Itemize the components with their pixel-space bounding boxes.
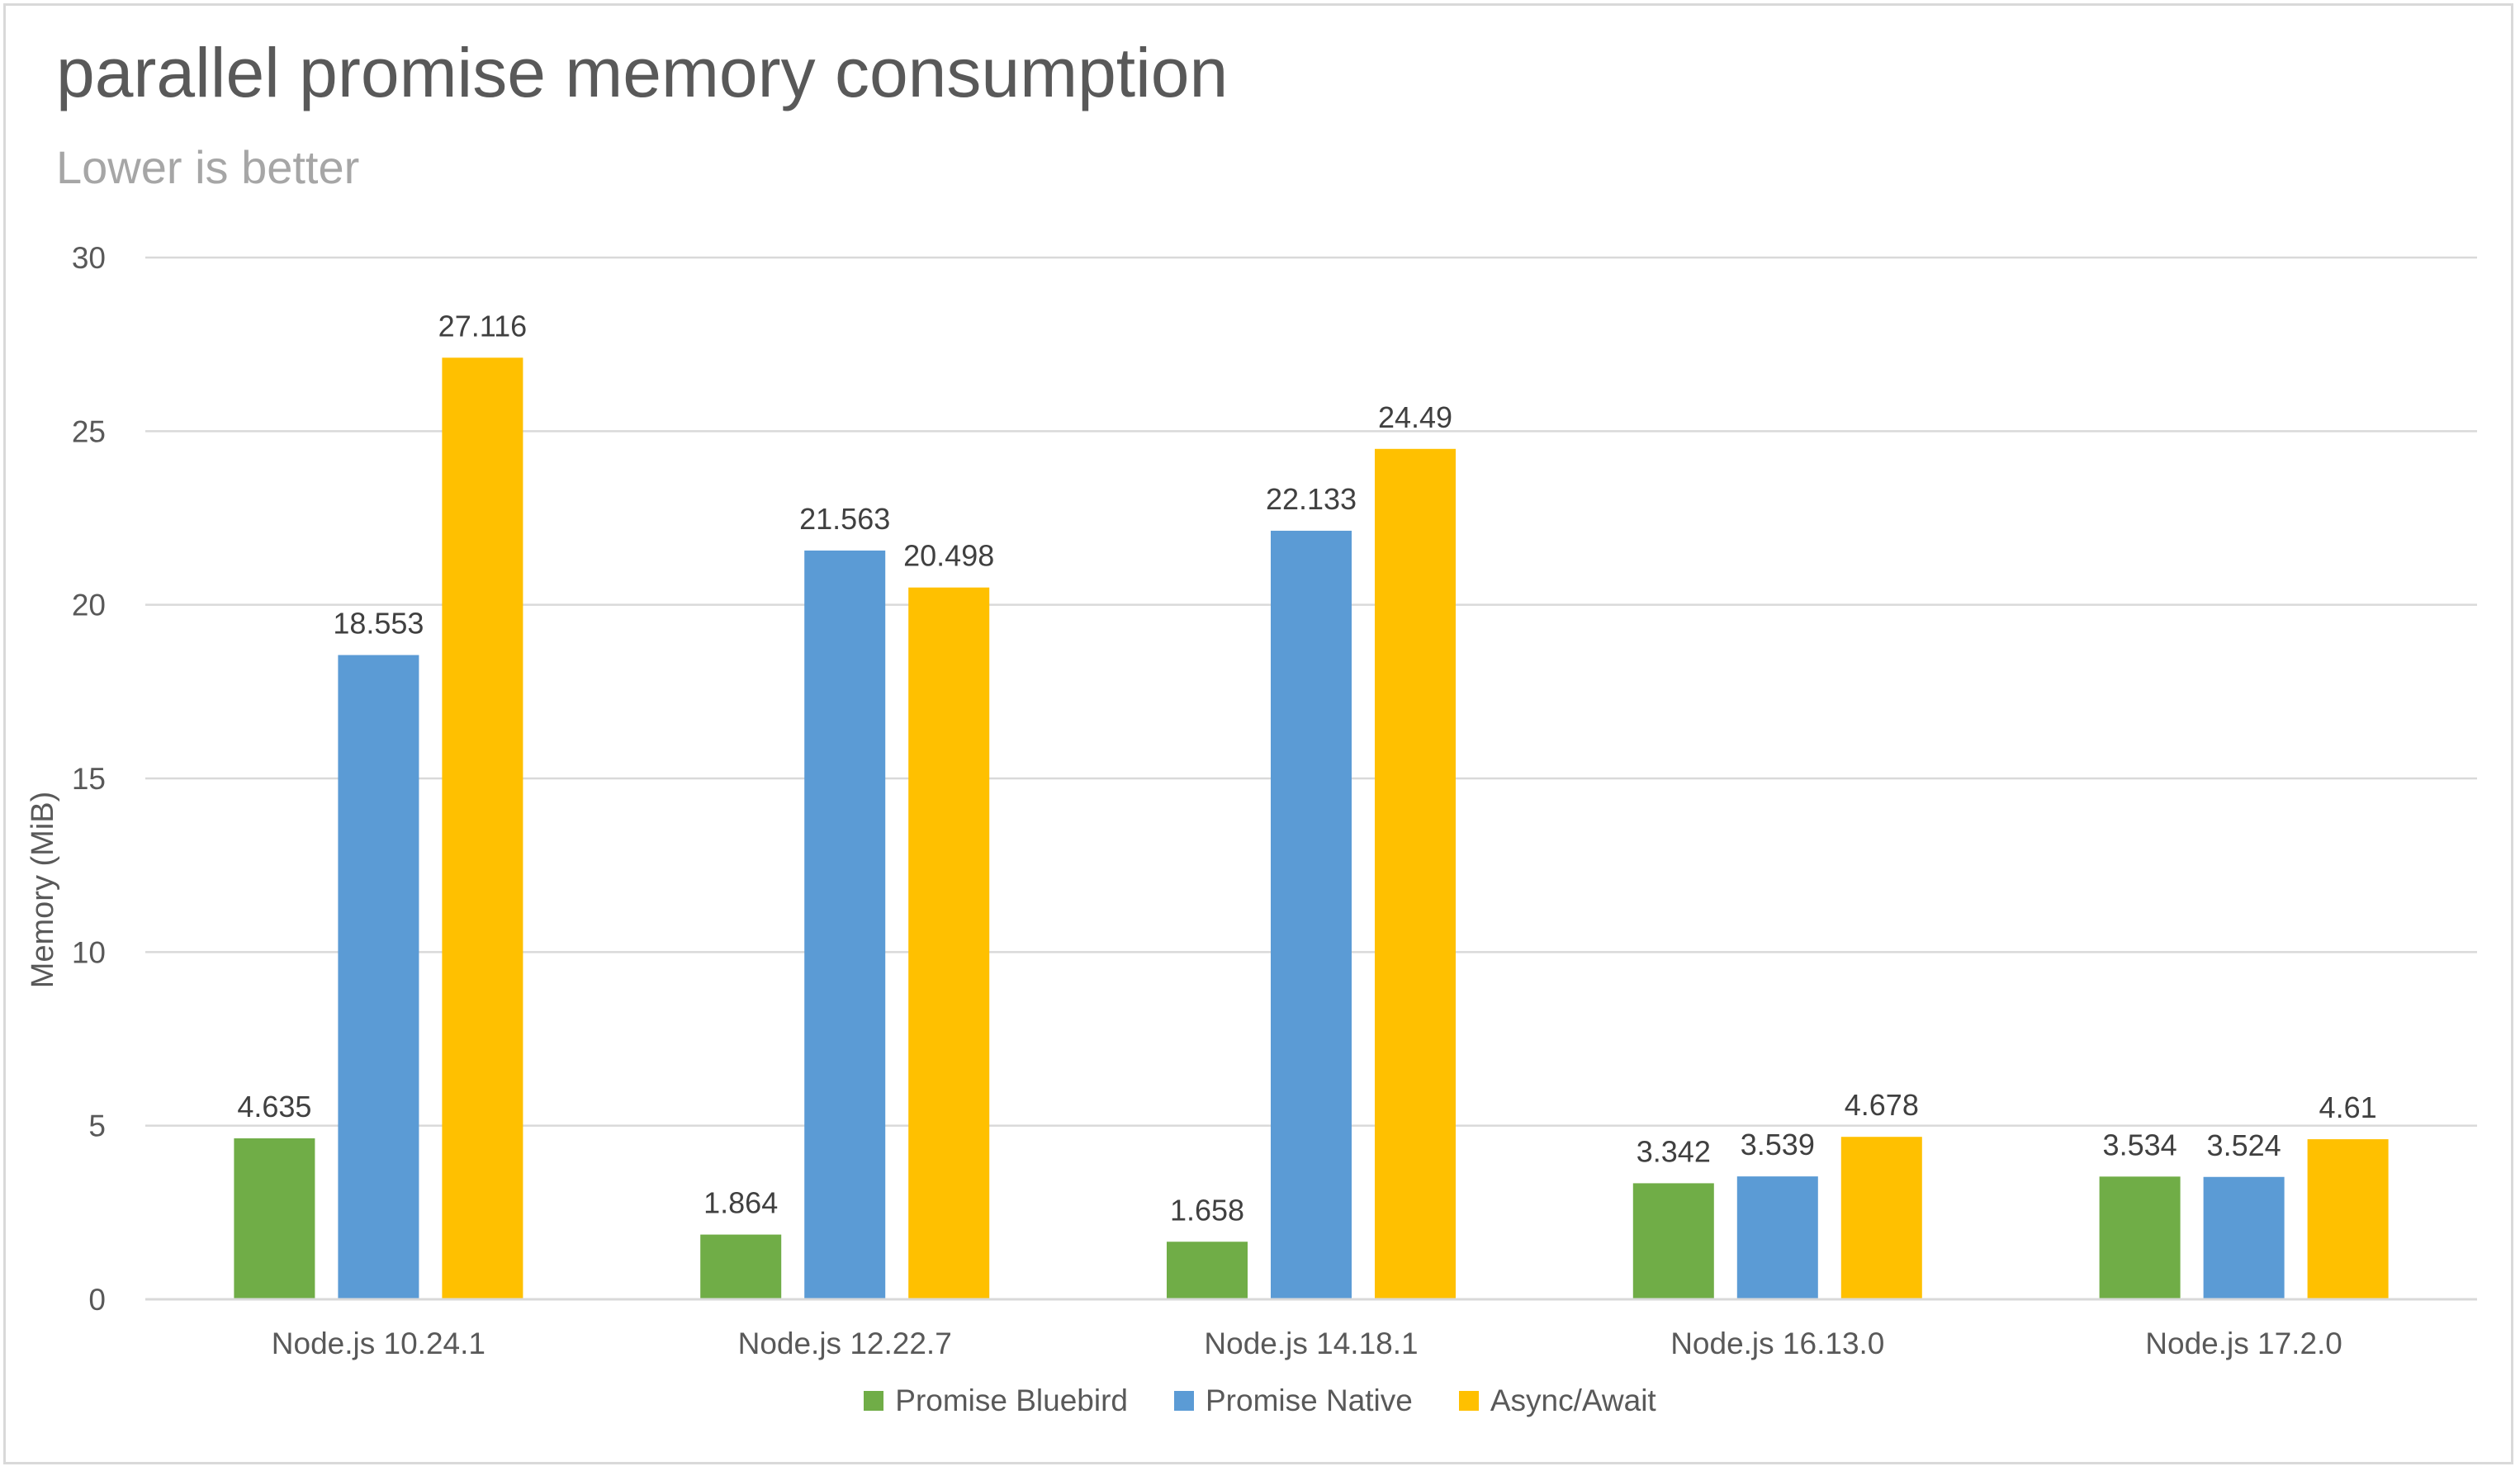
data-label: 21.563 bbox=[799, 502, 890, 536]
y-tick-label: 15 bbox=[72, 762, 106, 796]
data-label: 4.61 bbox=[2319, 1090, 2377, 1124]
bar bbox=[442, 357, 523, 1299]
data-label: 1.658 bbox=[1170, 1193, 1244, 1227]
legend-swatch bbox=[1174, 1391, 1194, 1411]
bar bbox=[1271, 530, 1352, 1299]
x-tick-label: Node.js 12.22.7 bbox=[738, 1327, 952, 1360]
y-tick-label: 25 bbox=[72, 414, 106, 448]
legend-item: Promise Native bbox=[1174, 1383, 1413, 1418]
legend-swatch bbox=[864, 1391, 884, 1411]
bar bbox=[1375, 448, 1456, 1299]
y-tick-label: 20 bbox=[72, 589, 106, 622]
data-label: 24.49 bbox=[1378, 400, 1452, 434]
bar bbox=[804, 550, 886, 1299]
legend-label: Promise Native bbox=[1206, 1383, 1413, 1417]
data-label: 4.678 bbox=[1845, 1088, 1919, 1122]
chart-legend: Promise Bluebird Promise Native Async/Awai… bbox=[0, 1383, 2520, 1418]
legend-swatch bbox=[1458, 1391, 1479, 1411]
chart-title: parallel promise memory consumption bbox=[56, 34, 1229, 111]
legend-label: Promise Bluebird bbox=[895, 1383, 1128, 1417]
y-axis-label: Memory (MiB) bbox=[26, 792, 60, 989]
legend-item: Async/Await bbox=[1458, 1383, 1656, 1418]
legend-item: Promise Bluebird bbox=[864, 1383, 1128, 1418]
x-tick-label: Node.js 17.2.0 bbox=[2145, 1327, 2342, 1360]
data-labels: 4.635 18.553 27.116 1.864 21.563 20.498 1.658 2… bbox=[237, 309, 2376, 1227]
bar bbox=[700, 1234, 782, 1299]
data-label: 3.534 bbox=[2103, 1128, 2177, 1161]
x-tick-label: Node.js 14.18.1 bbox=[1204, 1327, 1418, 1360]
data-label: 22.133 bbox=[1266, 482, 1357, 516]
y-tick-label: 30 bbox=[72, 241, 106, 275]
data-label: 3.539 bbox=[1741, 1128, 1815, 1161]
chart-frame bbox=[3, 3, 2513, 1464]
data-label: 3.342 bbox=[1637, 1134, 1711, 1168]
data-label: 27.116 bbox=[438, 309, 527, 343]
bar bbox=[338, 655, 419, 1299]
bar bbox=[908, 587, 990, 1299]
bar bbox=[2307, 1139, 2389, 1299]
y-axis-ticks: 0 5 10 15 20 25 30 bbox=[72, 241, 106, 1317]
x-tick-label: Node.js 10.24.1 bbox=[272, 1327, 486, 1360]
x-tick-label: Node.js 16.13.0 bbox=[1670, 1327, 1884, 1360]
data-label: 18.553 bbox=[333, 607, 424, 641]
bar bbox=[1840, 1137, 1922, 1299]
legend-label: Async/Await bbox=[1490, 1383, 1656, 1417]
data-label: 3.524 bbox=[2207, 1128, 2281, 1162]
bar bbox=[2203, 1176, 2285, 1299]
data-label: 4.635 bbox=[237, 1090, 311, 1123]
data-label: 1.864 bbox=[703, 1186, 778, 1220]
bar bbox=[2099, 1176, 2181, 1299]
bar bbox=[1736, 1176, 1818, 1299]
x-axis-ticks: Node.js 10.24.1 Node.js 12.22.7 Node.js 14… bbox=[145, 1298, 2477, 1360]
bars bbox=[234, 357, 2389, 1299]
bar bbox=[1632, 1183, 1714, 1299]
y-tick-label: 10 bbox=[72, 935, 106, 969]
chart-subtitle: Lower is better bbox=[56, 141, 360, 193]
y-tick-label: 5 bbox=[88, 1109, 106, 1143]
y-tick-label: 0 bbox=[88, 1283, 106, 1317]
bar bbox=[234, 1138, 315, 1299]
data-label: 20.498 bbox=[903, 539, 994, 573]
bar bbox=[1167, 1242, 1248, 1299]
